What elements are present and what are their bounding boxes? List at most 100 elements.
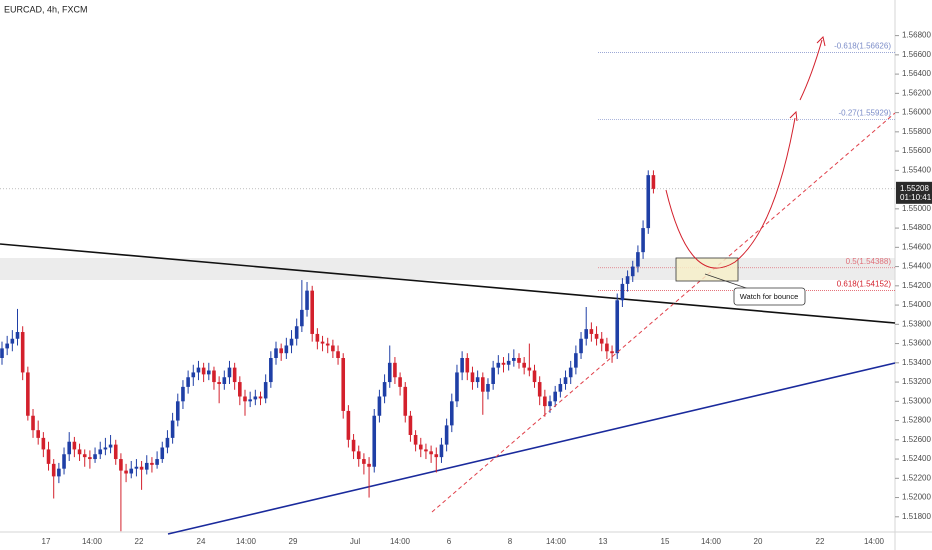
candle-body xyxy=(119,459,123,471)
candle-body xyxy=(455,372,459,402)
candle-body xyxy=(491,367,495,384)
candle-body xyxy=(196,367,201,373)
candle-body xyxy=(325,343,330,346)
y-tick-label: 1.52400 xyxy=(902,454,931,463)
candle-body xyxy=(232,367,237,383)
candle-body xyxy=(506,360,511,365)
y-tick-label: 1.55000 xyxy=(902,204,931,213)
candle-body xyxy=(527,367,532,371)
candle-body xyxy=(82,454,87,458)
candle-body xyxy=(615,300,620,354)
candle-body xyxy=(155,459,159,465)
candle-body xyxy=(610,351,614,354)
y-tick-label: 1.54400 xyxy=(902,262,931,271)
candle-body xyxy=(134,466,139,469)
candle-body xyxy=(393,362,397,378)
candle-body xyxy=(434,454,439,458)
y-tick-label: 1.54000 xyxy=(902,300,931,309)
candle-body xyxy=(346,410,351,440)
candle-body xyxy=(207,370,211,375)
candle-body xyxy=(512,358,516,361)
y-tick-label: 1.55400 xyxy=(902,165,931,174)
candle-body xyxy=(387,362,392,383)
ascending-trendline xyxy=(167,362,896,535)
candle-body xyxy=(517,358,521,363)
candle-body xyxy=(36,430,40,438)
candle-body xyxy=(574,353,578,368)
dashed-trendline xyxy=(431,112,896,513)
candle-body xyxy=(336,351,340,359)
candle-body xyxy=(113,444,118,460)
candle-body xyxy=(630,266,635,277)
candle-body xyxy=(475,377,480,383)
y-tick-label: 1.52200 xyxy=(902,473,931,482)
y-tick-label: 1.53000 xyxy=(902,396,931,405)
candle-body xyxy=(93,454,97,460)
candle-body xyxy=(124,470,128,474)
y-tick-label: 1.53600 xyxy=(902,339,931,348)
y-tick-label: 1.54800 xyxy=(902,223,931,232)
candle-body xyxy=(212,370,216,383)
candle-body xyxy=(589,329,594,334)
y-tick-label: 1.53800 xyxy=(902,319,931,328)
candle-body xyxy=(289,338,294,346)
candle-body xyxy=(263,382,268,399)
candle-body xyxy=(305,290,309,310)
candle-body xyxy=(636,252,640,267)
candle-body xyxy=(403,386,408,416)
x-tick-label: 20 xyxy=(754,537,763,546)
fib-label: 0.5(1.54388) xyxy=(846,257,892,266)
candle-body xyxy=(274,348,278,359)
candle-body xyxy=(315,333,320,342)
candle-body xyxy=(15,332,20,339)
candle-body xyxy=(584,329,589,339)
fib-label: -0.618(1.56626) xyxy=(834,41,891,50)
candle-body xyxy=(620,283,625,301)
candle-body xyxy=(20,332,25,373)
candle-body xyxy=(300,309,304,327)
callout-box xyxy=(733,287,806,306)
x-tick-label: 14:00 xyxy=(864,537,885,546)
candle-body xyxy=(0,348,4,359)
descending-trendline xyxy=(0,243,896,324)
candle-body xyxy=(62,454,66,469)
candle-body xyxy=(129,468,134,474)
x-tick-label: 14:00 xyxy=(546,537,567,546)
candle-body xyxy=(543,396,547,407)
candle-body xyxy=(103,447,108,450)
candle-body xyxy=(139,466,144,470)
candle-body xyxy=(424,449,428,452)
candle-body xyxy=(605,343,609,352)
candle-body xyxy=(31,415,35,431)
callout-pointer xyxy=(704,273,753,291)
y-tick-label: 1.56400 xyxy=(902,69,931,78)
candle-body xyxy=(501,362,506,365)
support-zone xyxy=(0,258,895,280)
candle-body xyxy=(98,449,103,455)
callout-text: Watch for bounce xyxy=(740,292,799,301)
candle-body xyxy=(568,367,573,378)
candle-body xyxy=(594,333,599,339)
candle-body xyxy=(51,463,56,477)
x-tick-label: 14:00 xyxy=(82,537,103,546)
candle-body xyxy=(579,338,583,354)
y-tick-label: 1.56200 xyxy=(902,88,931,97)
candle-body xyxy=(294,326,299,339)
candle-body xyxy=(382,382,387,397)
candle-body xyxy=(646,175,651,229)
candle-body xyxy=(72,441,77,450)
candle-body xyxy=(284,345,289,354)
projection-arrow xyxy=(799,39,823,101)
candle-body xyxy=(144,462,149,470)
candle-body xyxy=(356,451,361,460)
candle-body xyxy=(331,345,335,352)
candle-body xyxy=(88,457,92,460)
x-tick-label: 22 xyxy=(816,537,825,546)
y-tick-label: 1.52800 xyxy=(902,416,931,425)
candle-body xyxy=(41,437,46,450)
x-tick-label: 29 xyxy=(289,537,298,546)
candles xyxy=(0,170,656,532)
candle-body xyxy=(150,462,154,465)
candle-body xyxy=(439,444,444,458)
candle-body xyxy=(449,401,454,426)
